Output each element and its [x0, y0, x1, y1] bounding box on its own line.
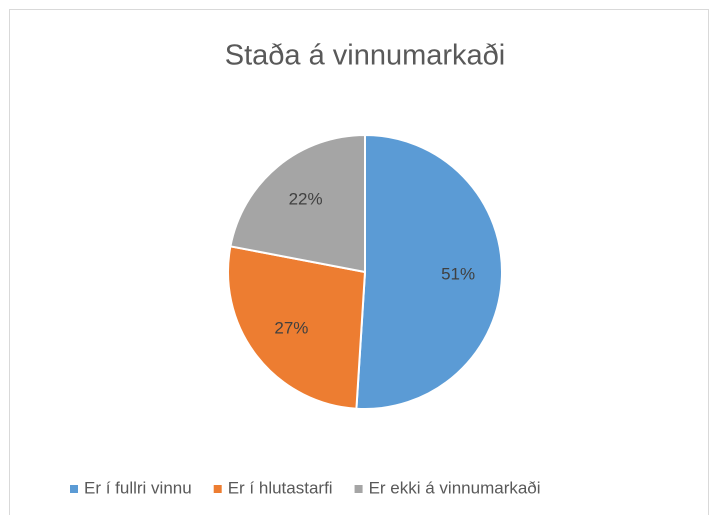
legend-swatch [213, 485, 222, 493]
legend-label: Er í hlutastarfi [228, 478, 333, 497]
pie-slice [355, 133, 503, 410]
legend-swatch [354, 485, 363, 493]
pie-slice [227, 245, 367, 410]
data-label: 22% [289, 190, 323, 209]
pie-slice [229, 133, 366, 274]
legend-label: Er í fullri vinnu [84, 478, 192, 497]
chart-title: Staða á vinnumarkaði [225, 40, 506, 72]
legend-label: Er ekki á vinnumarkaði [369, 478, 541, 497]
legend-swatch [70, 485, 78, 493]
data-label: 27% [274, 319, 308, 338]
data-label: 51% [441, 264, 475, 283]
